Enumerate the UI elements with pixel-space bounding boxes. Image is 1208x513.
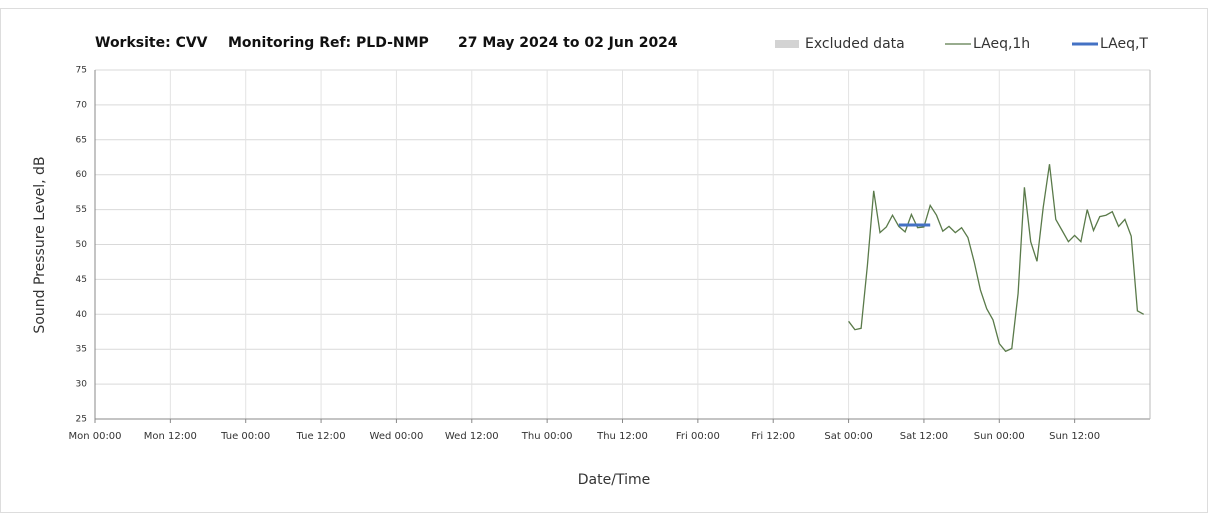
legend-label: LAeq,1h <box>973 36 1030 52</box>
y-tick-label: 75 <box>76 66 87 76</box>
y-axis-label: Sound Pressure Level, dB <box>32 156 48 333</box>
chart-title: Monitoring Ref: PLD-NMP <box>228 35 429 51</box>
x-tick-label: Sun 12:00 <box>1049 431 1100 442</box>
x-tick-label: Sat 12:00 <box>900 431 948 442</box>
series-line <box>848 164 1145 353</box>
y-tick-label: 35 <box>76 345 87 355</box>
chart-title: 27 May 2024 to 02 Jun 2024 <box>458 35 678 51</box>
x-tick-label: Fri 00:00 <box>676 431 720 442</box>
x-tick-label: Thu 12:00 <box>596 431 648 442</box>
x-tick-label: Thu 00:00 <box>521 431 573 442</box>
y-tick-label: 70 <box>76 100 88 110</box>
y-tick-label: 65 <box>76 135 87 145</box>
x-tick-label: Mon 12:00 <box>144 431 197 442</box>
chart-title: Worksite: CVV <box>95 35 208 51</box>
x-tick-label: Tue 12:00 <box>296 431 346 442</box>
x-tick-label: Tue 00:00 <box>220 431 270 442</box>
x-tick-label: Fri 12:00 <box>751 431 795 442</box>
legend-swatch <box>775 40 799 48</box>
x-tick-label: Sun 00:00 <box>974 431 1025 442</box>
y-tick-label: 45 <box>76 275 87 285</box>
x-axis-label: Date/Time <box>578 472 650 488</box>
y-tick-label: 30 <box>76 380 88 390</box>
y-tick-label: 25 <box>76 415 87 425</box>
y-tick-label: 50 <box>76 240 88 250</box>
x-tick-label: Wed 12:00 <box>445 431 499 442</box>
x-tick-label: Mon 00:00 <box>68 431 121 442</box>
x-tick-label: Sat 00:00 <box>824 431 872 442</box>
legend-label: LAeq,T <box>1100 36 1148 52</box>
y-tick-label: 55 <box>76 205 87 215</box>
legend-label: Excluded data <box>805 36 905 52</box>
y-tick-label: 60 <box>76 170 88 180</box>
x-tick-label: Wed 00:00 <box>370 431 424 442</box>
y-tick-label: 40 <box>76 310 88 320</box>
